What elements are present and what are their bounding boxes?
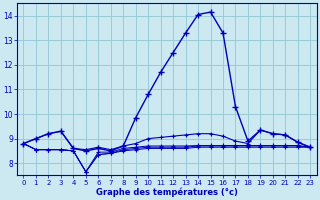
X-axis label: Graphe des températures (°c): Graphe des températures (°c) — [96, 187, 238, 197]
